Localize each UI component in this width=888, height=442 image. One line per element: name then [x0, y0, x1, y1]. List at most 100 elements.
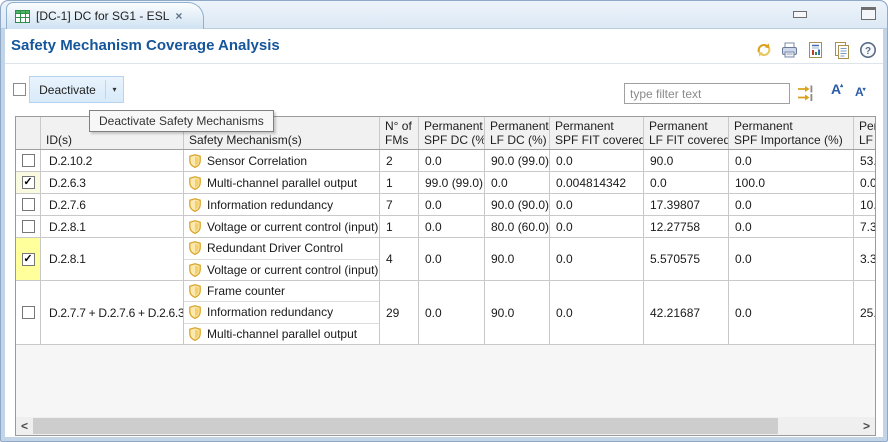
deactivate-button-label: Deactivate — [39, 82, 96, 97]
report-icon[interactable] — [806, 40, 825, 59]
cell-lf-dc: 80.0 (60.0) — [485, 216, 550, 237]
row-checkbox-checked[interactable]: ✓ — [21, 176, 35, 189]
row-id: D.2.6.3 — [41, 172, 184, 193]
cell-spf-imp: 0.0 — [729, 216, 854, 237]
table-row[interactable]: ✓ D.2.8.1 Redundant Driver Control Volta… — [16, 238, 875, 281]
svg-text:?: ? — [864, 46, 870, 57]
cell-spf-fit: 0.0 — [550, 238, 644, 280]
table-grid-icon — [15, 9, 30, 23]
chevron-down-icon[interactable]: ▾ — [112, 85, 117, 94]
copy-icon[interactable] — [832, 40, 851, 59]
coverage-analysis-view: Safety Mechanism Coverage Analysis — [5, 29, 883, 437]
mechanism-label: Voltage or current control (input) — [207, 219, 379, 234]
font-increase-icon[interactable]: A▴ — [831, 81, 844, 97]
row-id: D.2.7.7 + D.2.7.6 + D.2.6.3 — [41, 281, 184, 344]
cell-lf-fit: 90.0 — [644, 150, 729, 171]
cell-lf-imp: 3.326 — [854, 238, 875, 280]
cell-spf-imp: 0.0 — [729, 150, 854, 171]
row-checkbox[interactable] — [21, 154, 35, 167]
row-id: D.2.10.2 — [41, 150, 184, 171]
row-id: D.2.7.6 — [41, 194, 184, 215]
shield-icon — [189, 175, 201, 190]
button-divider — [105, 80, 106, 99]
shield-icon — [189, 241, 201, 256]
cell-fms: 7 — [380, 194, 419, 215]
scroll-right-icon[interactable]: > — [858, 417, 875, 435]
tab-dc-analysis[interactable]: [DC-1] DC for SG1 - ESL × — [6, 2, 204, 29]
cell-spf-dc: 0.0 — [419, 194, 485, 215]
shield-icon — [189, 284, 201, 299]
mechanism-label: Multi-channel parallel output — [207, 175, 358, 190]
cell-lf-imp: 10.38 — [854, 194, 875, 215]
mechanism-label: Voltage or current control (input) — [207, 262, 379, 277]
header-checkbox-column — [16, 117, 41, 149]
scrollbar-thumb[interactable] — [33, 418, 778, 434]
mechanism-label: Information redundancy — [207, 197, 334, 212]
view-actions: ? — [754, 40, 877, 59]
cell-lf-fit: 0.0 — [644, 172, 729, 193]
help-icon[interactable]: ? — [858, 40, 877, 59]
header-fms[interactable]: N° of FMs — [380, 117, 419, 149]
cell-fms: 1 — [380, 172, 419, 193]
cell-lf-dc: 0.0 — [485, 172, 550, 193]
cell-lf-dc: 90.0 — [485, 281, 550, 344]
shield-icon — [189, 197, 201, 212]
cell-fms: 29 — [380, 281, 419, 344]
header-lf-fit[interactable]: Permanent LF FIT covered — [644, 117, 729, 149]
row-id: D.2.8.1 — [41, 238, 184, 280]
row-checkbox-checked[interactable]: ✓ — [21, 252, 35, 266]
table-row[interactable]: D.2.7.7 + D.2.7.6 + D.2.6.3 Frame counte… — [16, 281, 875, 345]
shield-icon — [189, 153, 201, 168]
table-row[interactable]: D.2.10.2 Sensor Correlation 2 0.0 90.0 (… — [16, 150, 875, 172]
shield-icon — [189, 326, 201, 341]
minimize-icon[interactable] — [793, 11, 807, 18]
cell-spf-dc: 0.0 — [419, 216, 485, 237]
cell-spf-fit: 0.0 — [550, 194, 644, 215]
toggle-filter-icon[interactable] — [796, 83, 816, 103]
table-row[interactable]: D.2.7.6 Information redundancy 7 0.0 90.… — [16, 194, 875, 216]
deactivate-button[interactable]: Deactivate ▾ — [29, 76, 124, 103]
header-divider — [5, 63, 883, 64]
cell-lf-imp: 25.20 — [854, 281, 875, 344]
table-row[interactable]: ✓ D.2.6.3 Multi-channel parallel output … — [16, 172, 875, 194]
cell-lf-fit: 5.570575 — [644, 238, 729, 280]
refresh-icon[interactable] — [754, 40, 773, 59]
tab-close-icon[interactable]: × — [175, 9, 183, 23]
table-row[interactable]: D.2.8.1 Voltage or current control (inpu… — [16, 216, 875, 238]
cell-spf-imp: 0.0 — [729, 238, 854, 280]
filter-input[interactable] — [624, 83, 790, 104]
font-decrease-icon[interactable]: A▾ — [855, 85, 866, 99]
cell-fms: 4 — [380, 238, 419, 280]
row-checkbox[interactable] — [21, 220, 35, 233]
cell-lf-dc: 90.0 — [485, 238, 550, 280]
header-lf-dc[interactable]: Permanent LF DC (%) — [485, 117, 550, 149]
cell-lf-fit: 12.27758 — [644, 216, 729, 237]
mechanism-label: Multi-channel parallel output — [207, 326, 358, 341]
mechanism-label: Information redundancy — [207, 305, 334, 320]
cell-lf-dc: 90.0 (90.0) — [485, 194, 550, 215]
cell-lf-imp: 53.74 — [854, 150, 875, 171]
table-empty-area — [16, 345, 875, 419]
print-icon[interactable] — [780, 40, 799, 59]
cell-spf-fit: 0.0 — [550, 150, 644, 171]
cell-lf-imp: 0.0 — [854, 172, 875, 193]
tab-bar: [DC-1] DC for SG1 - ESL × — [1, 1, 887, 29]
mechanism-label: Redundant Driver Control — [207, 241, 344, 256]
cell-lf-fit: 17.39807 — [644, 194, 729, 215]
row-checkbox[interactable] — [21, 306, 35, 319]
scroll-left-icon[interactable]: < — [16, 417, 33, 435]
tooltip: Deactivate Safety Mechanisms — [89, 110, 274, 132]
header-spf-importance[interactable]: Permanent SPF Importance (%) — [729, 117, 854, 149]
row-id: D.2.8.1 — [41, 216, 184, 237]
header-spf-fit[interactable]: Permanent SPF FIT covered — [550, 117, 644, 149]
coverage-table: ID(s) Safety Mechanism(s) N° of FMs Perma… — [15, 116, 876, 436]
mechanism-label: Sensor Correlation — [207, 153, 308, 168]
cell-fms: 1 — [380, 216, 419, 237]
header-spf-dc[interactable]: Permanent SPF DC (%) — [419, 117, 485, 149]
deactivate-checkbox[interactable] — [13, 83, 26, 96]
row-checkbox[interactable] — [21, 198, 35, 211]
maximize-icon[interactable] — [861, 7, 876, 20]
horizontal-scrollbar[interactable]: < > — [16, 417, 875, 435]
